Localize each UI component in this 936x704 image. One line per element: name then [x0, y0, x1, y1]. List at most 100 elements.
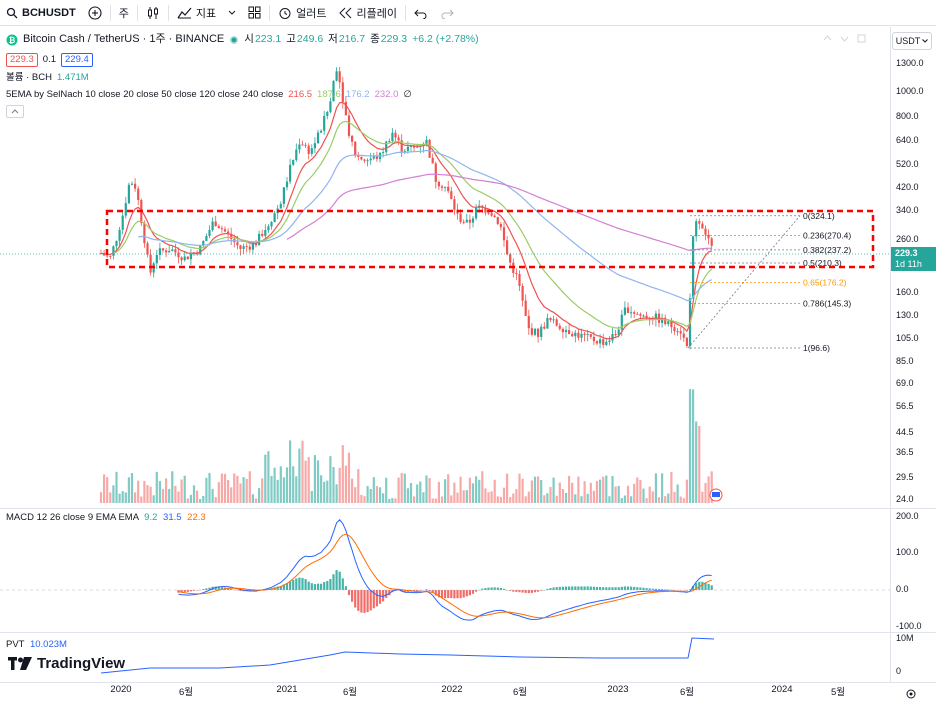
pvt-value: 10.023M — [29, 639, 67, 650]
volume-bar — [487, 492, 490, 503]
candle-body — [468, 219, 471, 223]
volume-bar — [378, 487, 382, 503]
volume-bar — [316, 460, 320, 503]
sell-button[interactable]: 229.3 — [6, 52, 38, 67]
price-tick-label: 36.5 — [896, 447, 914, 457]
macd-histogram-bar — [366, 590, 369, 613]
volume-bar — [155, 471, 158, 503]
fib-level-label: 0.5(210.3) — [803, 258, 842, 268]
ema-legend-label[interactable]: 5EMA by SelNach 10 close 20 close 50 clo… — [6, 89, 284, 100]
macd-histogram-bar — [617, 587, 620, 590]
indicators-button[interactable]: 지표 — [171, 0, 222, 26]
chart-type-button[interactable] — [140, 0, 166, 26]
current-price-tag: 229.3 1d 11h — [891, 247, 936, 271]
volume-bar — [397, 477, 400, 503]
maximize-pane-icon[interactable] — [857, 34, 866, 43]
interval-button[interactable]: 주 — [113, 0, 135, 26]
candle-body — [273, 213, 276, 223]
candle-body — [704, 228, 707, 235]
macd-histogram-bar — [382, 590, 385, 602]
macd-histogram-bar — [506, 589, 509, 591]
symbol-search-button[interactable]: BCHUSDT — [0, 0, 82, 26]
volume-bar — [679, 496, 682, 503]
macd-histogram-bar — [654, 588, 657, 590]
candle-body — [112, 246, 115, 256]
symbol-title[interactable]: Bitcoin Cash / TetherUS · 1주 · BINANCE — [23, 33, 225, 45]
volume-bar — [527, 491, 530, 503]
volume-bar — [335, 484, 338, 503]
macd-histogram-bar — [471, 590, 475, 594]
volume-bar — [183, 475, 186, 503]
arrow-up-icon[interactable] — [823, 34, 832, 43]
fib-level-label: 1(96.6) — [803, 343, 830, 353]
alert-button[interactable]: 얼러트 — [272, 0, 332, 26]
highlight-box[interactable] — [105, 209, 875, 269]
candle-body — [490, 213, 493, 216]
tradingview-logo[interactable]: TradingView — [8, 655, 125, 672]
indicators-dropdown[interactable] — [222, 0, 242, 26]
candle-body — [180, 257, 183, 261]
layout-button[interactable] — [242, 0, 267, 26]
price-scale[interactable] — [890, 27, 936, 682]
pvt-legend-label[interactable]: PVT — [6, 639, 25, 650]
macd-histogram-bar — [465, 590, 468, 597]
candle-body — [695, 221, 698, 237]
macd-histogram-bar — [351, 590, 354, 602]
arrow-down-icon[interactable] — [840, 34, 849, 43]
candle-body — [388, 140, 391, 142]
candle-body — [282, 187, 285, 204]
candle-body — [484, 207, 487, 213]
volume-bar — [685, 479, 688, 503]
currency-button[interactable]: USDT — [892, 32, 932, 50]
macd-histogram-bar — [189, 590, 192, 592]
candles-icon — [147, 6, 158, 19]
macd-histogram-bar — [292, 579, 295, 590]
volume-bar — [419, 481, 422, 503]
candle-body — [440, 186, 444, 188]
ema-20-line — [113, 120, 713, 329]
pvt-pane-divider[interactable] — [0, 632, 936, 633]
macd-histogram-bar — [595, 586, 599, 590]
fib-retracement-drawing[interactable]: 0(324.1) 0.236(270.4) 0.382(237.2) 0.5(210.… — [687, 211, 851, 353]
candle-body — [515, 273, 518, 275]
macd-pane-divider[interactable] — [0, 508, 936, 509]
low-value: 216.7 — [338, 33, 366, 45]
macd-histogram-bar — [515, 590, 518, 592]
volume-layer — [99, 389, 723, 503]
spread-value: 0.1 — [42, 54, 56, 65]
us-flag-event-icon-inner — [712, 492, 720, 497]
volume-bar — [171, 471, 174, 503]
settings-gear-icon[interactable] — [905, 688, 917, 700]
candle-body — [186, 256, 189, 260]
symbol-name: BCHUSDT — [22, 6, 76, 19]
volume-bar — [453, 482, 456, 503]
legend-collapse-button[interactable] — [6, 105, 24, 118]
candle-body — [171, 249, 174, 251]
candle-body — [552, 319, 555, 321]
undo-button[interactable] — [408, 0, 434, 26]
buy-button[interactable]: 229.4 — [61, 52, 93, 67]
macd-histogram-bar — [434, 590, 437, 596]
candle-body — [295, 149, 298, 160]
redo-button[interactable] — [434, 0, 460, 26]
replay-button[interactable]: 리플레이 — [333, 0, 403, 26]
candle-body — [357, 155, 360, 157]
macd-histogram-bar — [499, 587, 502, 590]
macd-histogram-bar — [639, 587, 642, 590]
macd-legend-label[interactable]: MACD 12 26 close 9 EMA EMA — [6, 512, 139, 523]
candle-body — [264, 230, 267, 236]
macd-histogram-bar — [326, 580, 329, 590]
time-axis[interactable] — [0, 682, 936, 704]
low-label: 저 — [328, 33, 338, 45]
volume-bar — [639, 480, 642, 503]
volume-legend-label[interactable]: 볼륨 · BCH — [6, 72, 52, 83]
volume-bar — [400, 472, 403, 503]
candle-body — [344, 101, 347, 116]
compare-symbol-button[interactable] — [82, 0, 108, 26]
volume-bar — [363, 496, 366, 503]
volume-bar — [220, 473, 223, 503]
candle-body — [202, 240, 205, 246]
volume-bar — [273, 467, 276, 503]
candle-body — [434, 163, 437, 182]
